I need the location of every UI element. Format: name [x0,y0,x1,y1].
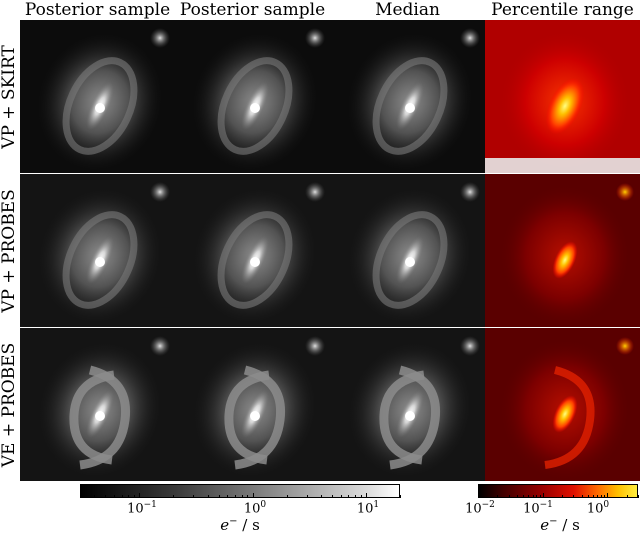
panel-ve-probes-sample-1 [20,328,175,481]
gray-tick [360,495,362,498]
gray-tick [173,495,175,498]
heat-tick [597,495,599,498]
gray-tick [306,495,308,498]
gray-colorbar-unit: e− / s [220,516,260,534]
heat-tick [542,493,544,498]
gray-tick [134,495,136,498]
column-title-posterior-sample-1: Posterior sample [24,0,171,20]
heat-tick [516,495,518,498]
heat-tick [532,495,534,498]
heat-tick [587,495,589,498]
gray-tick [365,493,367,498]
gray-tick [320,495,322,498]
gray-tick-label-0: 10−1 [127,500,157,517]
heat-tick [581,495,583,498]
panel-vp-probes-percentile-range [485,174,640,327]
gray-tick [105,495,107,498]
column-title-percentile-range: Percentile range [491,0,634,20]
gray-tick [235,495,236,498]
heat-tick [600,495,602,498]
gray-tick [241,495,243,498]
panel-vp-skirt-median [330,20,485,173]
panel-vp-probes-median [330,174,485,327]
row-label-ve-probes: VE + PROBES [0,342,19,467]
heat-tick [528,495,530,498]
gray-tick [247,495,249,498]
gray-tick-label-2: 101 [356,500,380,517]
heat-tick [539,495,541,498]
gray-tick [227,495,229,498]
panel-vp-probes-sample-2 [175,174,330,327]
gray-tick [114,495,116,498]
gray-tick [139,493,141,498]
gray-tick [128,495,130,498]
panel-vp-skirt-sample-2 [175,20,330,173]
heat-tick-label-0: 10−2 [465,500,495,517]
gray-tick [207,495,209,498]
heat-tick [536,495,538,498]
panel-ve-probes-sample-2 [175,328,330,481]
gray-tick [340,495,342,498]
heat-tick [626,495,628,498]
panel-ve-probes-median [330,328,485,481]
gray-tick [218,495,220,498]
row-label-vp-skirt: VP + SKIRT [0,44,20,149]
heat-tick [592,495,594,498]
panel-vp-skirt-sample-1 [20,20,175,173]
gray-tick [252,493,254,498]
gray-tick [331,495,333,498]
heat-tick [604,495,606,498]
gray-tick [121,495,123,498]
heat-tick [562,495,563,498]
heat-tick-label-2: 100 [586,500,610,517]
gray-tick [354,495,356,498]
column-title-median: Median [375,0,440,20]
heat-tick [638,495,639,498]
heat-tick [523,495,525,498]
panel-ve-probes-percentile-range [485,328,640,481]
gray-tick [348,495,350,498]
gray-tick [80,495,81,498]
gray-tick [94,495,96,498]
panel-vp-probes-sample-1 [20,174,175,327]
gray-tick [400,495,401,498]
gray-tick [193,495,195,498]
gray-tick-label-1: 100 [243,500,267,517]
heat-tick-label-1: 10−1 [523,500,553,517]
row-label-vp-probes: VP + PROBES [0,188,19,313]
heat-tick [573,495,575,498]
panel-vp-skirt-percentile-range [485,20,640,173]
column-title-posterior-sample-2: Posterior sample [179,0,326,20]
heat-tick [508,495,510,498]
heat-colorbar [478,484,638,498]
heat-colorbar-unit: e− / s [540,516,580,534]
grayscale-colorbar [80,484,400,498]
heat-tick [607,493,609,498]
heat-tick [497,495,499,498]
gray-tick [286,495,288,498]
heat-tick [478,493,479,498]
